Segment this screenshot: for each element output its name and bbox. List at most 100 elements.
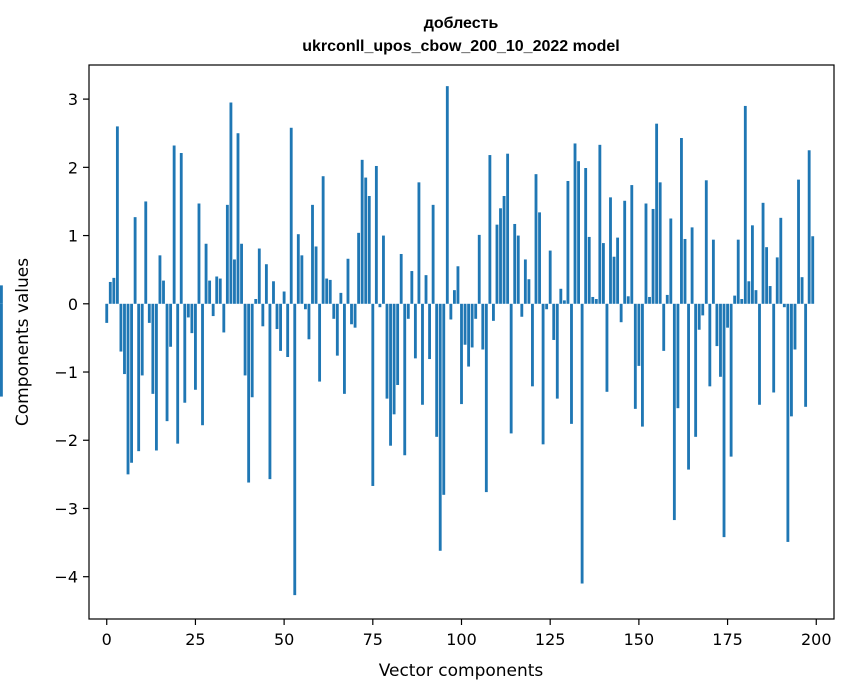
bar — [669, 218, 673, 304]
bar — [768, 286, 772, 304]
bar — [527, 279, 531, 304]
x-tick-label: 50 — [274, 630, 294, 649]
y-tick-label: −1 — [54, 363, 78, 382]
bar — [123, 303, 126, 375]
bar — [711, 239, 715, 304]
bar — [112, 277, 116, 304]
bar — [715, 303, 719, 347]
bar — [186, 303, 190, 318]
bar — [790, 303, 793, 417]
bar — [644, 203, 648, 304]
bar — [272, 281, 275, 304]
bar — [374, 165, 378, 304]
bar — [452, 290, 456, 304]
bar — [807, 150, 811, 304]
bar — [350, 303, 353, 325]
bar — [311, 204, 314, 304]
bar — [385, 303, 389, 399]
bar — [158, 255, 162, 304]
bar — [492, 303, 495, 321]
bar — [261, 303, 265, 327]
bar — [477, 234, 481, 304]
bar — [236, 133, 240, 304]
x-tick-label: 200 — [801, 630, 832, 649]
chart-title: доблесть — [424, 15, 499, 32]
bar — [367, 196, 371, 304]
bar — [761, 202, 765, 304]
bar — [0, 303, 3, 397]
bar — [389, 303, 392, 446]
bar — [577, 161, 580, 304]
bar — [601, 243, 605, 304]
bar — [690, 227, 694, 304]
bar — [360, 159, 364, 304]
bar — [562, 300, 566, 304]
bar — [300, 255, 304, 304]
bar — [445, 86, 449, 304]
bar — [115, 126, 119, 304]
bar — [754, 290, 758, 304]
bar — [619, 303, 623, 323]
bar — [523, 259, 527, 304]
y-tick-label: −3 — [54, 499, 78, 518]
bar — [233, 259, 236, 304]
bar — [328, 279, 332, 304]
bar — [229, 102, 233, 304]
bar — [442, 303, 446, 495]
bar — [584, 168, 588, 304]
x-tick-label: 150 — [624, 630, 655, 649]
bar — [108, 281, 112, 304]
bar — [697, 303, 701, 330]
chart-subtitle: ukrconll_upos_cbow_200_10_2022 model — [302, 38, 619, 55]
y-tick-label: −2 — [54, 431, 78, 450]
bar — [555, 303, 559, 399]
bar — [612, 256, 616, 304]
bar — [782, 303, 786, 308]
bar — [154, 303, 158, 451]
bar — [516, 235, 520, 304]
bar — [460, 303, 463, 405]
bar — [289, 127, 293, 304]
bar — [630, 185, 634, 304]
bar — [800, 277, 804, 304]
bar — [215, 276, 219, 304]
bar — [566, 180, 570, 304]
bar — [378, 303, 382, 308]
bar — [470, 303, 474, 348]
x-tick-label: 75 — [363, 630, 383, 649]
bar — [548, 250, 552, 304]
bar — [594, 299, 598, 304]
bar — [665, 294, 669, 304]
bar — [502, 196, 506, 304]
bar — [318, 303, 322, 382]
bar — [545, 303, 549, 310]
bar — [534, 174, 538, 304]
bar — [626, 296, 630, 304]
bar — [314, 246, 318, 304]
bar — [481, 303, 485, 350]
bar — [655, 123, 659, 304]
bar — [747, 281, 751, 304]
bar — [648, 296, 651, 304]
bar — [765, 247, 769, 304]
bar — [658, 182, 662, 304]
bar — [339, 292, 343, 304]
bar — [410, 271, 414, 304]
bar — [140, 303, 144, 376]
bar — [403, 303, 407, 456]
bar — [172, 145, 176, 304]
bar — [275, 303, 279, 330]
bar — [506, 153, 510, 304]
bar — [413, 303, 417, 359]
bar — [151, 303, 155, 394]
bar — [254, 299, 258, 304]
bar — [382, 235, 385, 304]
bar — [286, 303, 290, 358]
bar — [353, 303, 357, 328]
bar — [147, 303, 151, 323]
bar — [736, 239, 740, 304]
bar — [662, 303, 666, 351]
bar — [162, 280, 165, 304]
bar — [641, 303, 644, 427]
